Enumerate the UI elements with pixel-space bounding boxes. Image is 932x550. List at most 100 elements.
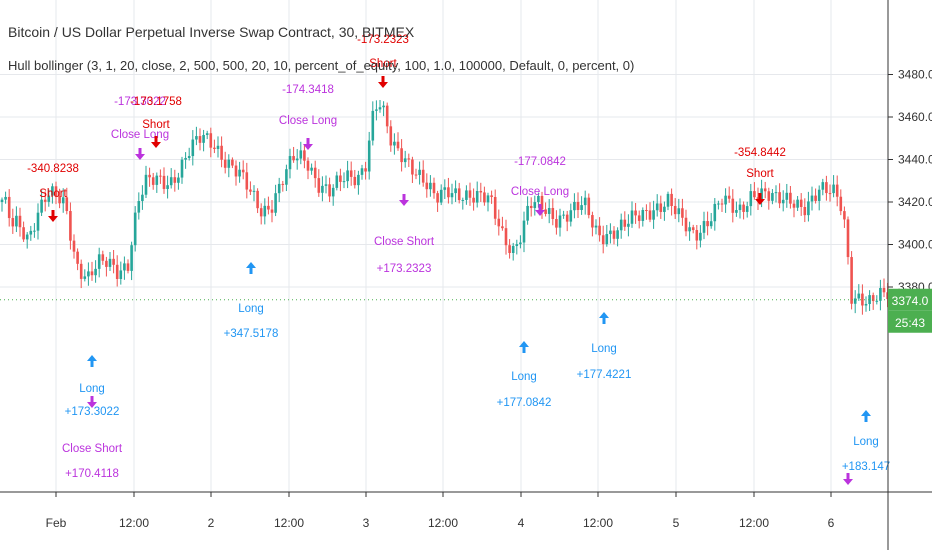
signal-long: Long +173.3022 [65,355,120,418]
candle [4,191,7,204]
candle [616,227,619,247]
candle [673,198,677,219]
candle [677,198,681,223]
candle [774,185,778,203]
candle [191,130,195,166]
candle [328,177,331,203]
candle [688,221,691,241]
candle [414,168,418,180]
candle [367,131,371,180]
candle [25,232,29,249]
candle-body [443,187,447,190]
candle [789,185,792,209]
candle-body [295,158,299,161]
candle-body [360,168,364,175]
candle-body [61,197,65,204]
candle-body [385,105,389,127]
candle [544,202,547,217]
candle [119,261,123,285]
candle [580,196,583,215]
candle [126,259,130,274]
candle-body [249,189,252,192]
candle-body [832,184,835,194]
candle-body [396,141,400,149]
candle-body [641,210,645,221]
candle [339,168,342,192]
candle-body [547,207,551,214]
candle-body [101,254,105,261]
candle-body [580,205,583,210]
candle [321,176,324,202]
candle [83,269,87,282]
signal-arrow-shaft [90,360,94,367]
x-tick-label: 6 [828,516,835,530]
candle-body [835,184,839,197]
signal-pnl: +173.3022 [65,406,120,418]
candle [346,160,349,189]
candle [429,175,432,197]
candle [659,195,663,219]
candle-body [857,293,861,299]
candle-body [270,209,274,213]
candle-body [623,219,627,227]
candle [475,181,479,208]
candle-body [576,201,580,210]
candle [735,201,738,217]
candle [504,219,508,255]
candle [493,189,497,226]
candle [112,250,115,274]
signal-arrow-head [48,216,58,222]
candle-body [407,158,411,160]
candle [634,202,637,224]
candle [609,223,612,244]
countdown-badge [888,310,932,333]
candle [861,284,864,315]
candle-body [612,230,616,239]
candle [551,198,555,226]
candle-body [598,225,601,236]
candle-body [133,212,137,246]
candle-body [573,201,576,211]
candle [324,175,328,194]
candle-body [364,168,367,172]
signal-arrow-head [303,144,313,150]
y-tick-label: 3400.0 [898,238,932,252]
candle-body [432,182,436,194]
x-tick-label: 3 [363,516,370,530]
candle-body [310,167,313,171]
candle [11,208,15,234]
candle [472,188,475,211]
candle-body [346,170,349,182]
candle [828,184,832,202]
candle-body [123,263,126,271]
candle [807,191,810,222]
candle-body [738,204,742,211]
candle [108,252,112,272]
candle [645,204,648,220]
candle-body [141,194,144,202]
candle [738,198,742,219]
candle [220,136,223,168]
candle-body [0,199,4,202]
candle [587,193,591,219]
candle-body [645,210,648,212]
candle-body [558,215,562,228]
candle [519,235,522,249]
candle [159,169,162,184]
candle [141,185,144,210]
candle [115,255,119,287]
candle [69,202,72,250]
candle-body [713,203,717,222]
candle-body [353,176,357,186]
candle [72,234,76,259]
study-legend: Hull bollinger (3, 1, 20, close, 2, 500,… [8,58,635,73]
candle-body [195,136,198,140]
x-tick-label: Feb [46,516,67,530]
signal-pnl: +177.0842 [497,397,552,409]
signal-arrow-head [87,355,97,361]
candle-body [115,264,119,279]
signal-label: Close Short [374,236,435,248]
candle-body [601,235,605,245]
